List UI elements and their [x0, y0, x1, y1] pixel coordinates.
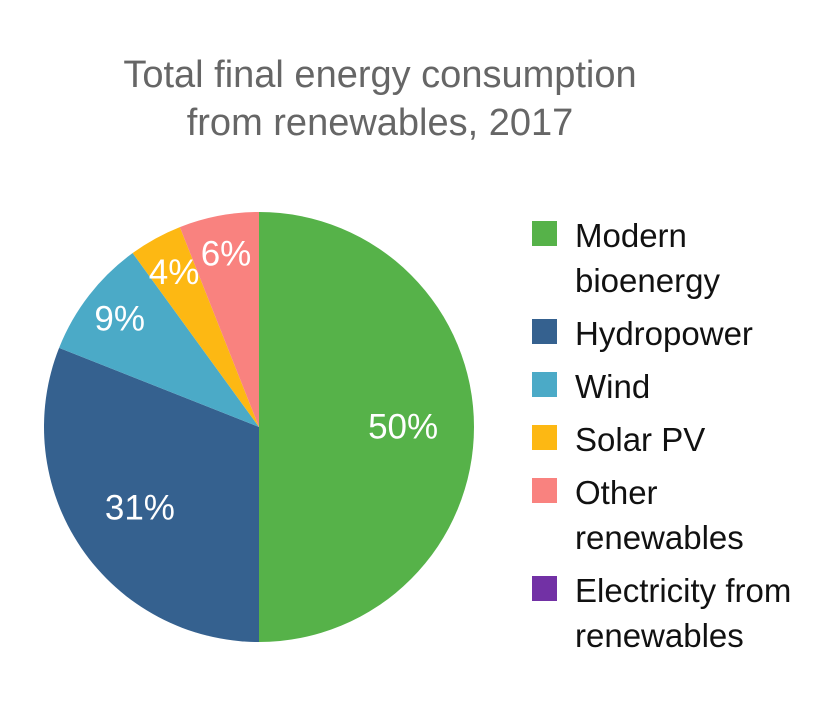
legend-swatch-other-renewables	[532, 478, 557, 503]
pie-slice-label-solar-pv: 4%	[149, 253, 200, 292]
legend: Modern bioenergy Hydropower Wind Solar PV Ot…	[532, 213, 791, 658]
pie-slice-label-modern-bioenergy: 50%	[368, 408, 438, 447]
pie-slice-wind	[59, 253, 259, 427]
legend-item-wind: Wind	[532, 364, 791, 409]
legend-label-modern-bioenergy: Modern bioenergy	[575, 217, 720, 299]
legend-label-hydropower: Hydropower	[575, 315, 753, 352]
legend-item-modern-bioenergy: Modern bioenergy	[532, 213, 791, 303]
legend-swatch-electricity-from-renewables	[532, 576, 557, 601]
pie-slice-modern-bioenergy	[259, 212, 474, 642]
legend-label-wind: Wind	[575, 368, 651, 405]
legend-label-electricity-from-renewables: Electricity from renewables	[575, 572, 792, 654]
legend-swatch-modern-bioenergy	[532, 221, 557, 246]
pie-slice-other-renewables	[179, 212, 259, 427]
pie-slice-label-wind: 9%	[94, 299, 145, 338]
legend-swatch-solar-pv	[532, 425, 557, 450]
pie-slice-label-hydropower: 31%	[105, 489, 175, 528]
pie-slice-hydropower	[44, 347, 260, 642]
pie-slice-solar-pv	[132, 227, 259, 427]
legend-item-hydropower: Hydropower	[532, 311, 791, 356]
pie-chart: 50% 31% 9%4% 6%	[44, 212, 474, 642]
legend-label-solar-pv: Solar PV	[575, 421, 706, 458]
legend-swatch-wind	[532, 372, 557, 397]
legend-label-other-renewables: Other renewables	[575, 474, 744, 556]
legend-item-electricity-from-renewables: Electricity from renewables	[532, 568, 791, 658]
legend-item-solar-pv: Solar PV	[532, 417, 791, 462]
pie-slice-label-other-renewables: 6%	[201, 234, 252, 273]
legend-item-other-renewables: Other renewables	[532, 470, 791, 560]
chart-title: Total final energy consumption from rene…	[123, 54, 637, 144]
legend-swatch-hydropower	[532, 319, 557, 344]
